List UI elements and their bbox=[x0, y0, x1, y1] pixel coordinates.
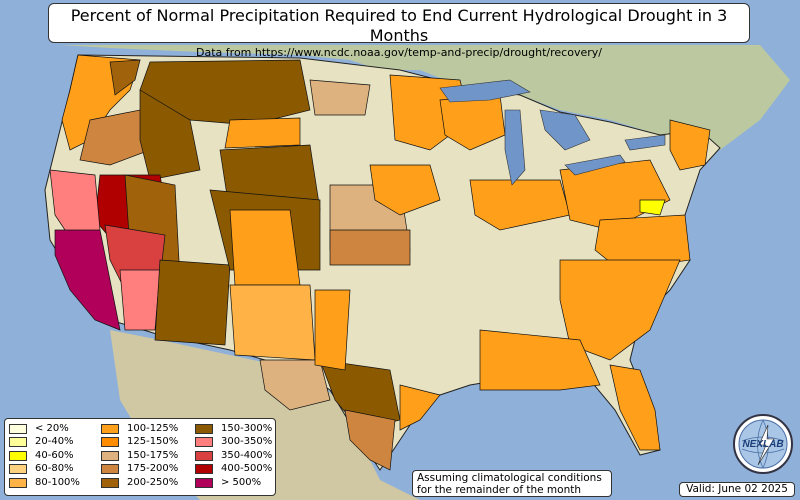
region-wa-east bbox=[109, 59, 141, 96]
lake-ontario bbox=[624, 134, 666, 151]
region-arizona bbox=[154, 259, 231, 346]
legend-item: > 500% bbox=[195, 476, 275, 490]
legend-swatch bbox=[9, 464, 27, 475]
legend-swatch bbox=[101, 423, 119, 434]
logo-text: NEXLAB bbox=[742, 439, 783, 450]
valid-date: Valid: June 02 2025 bbox=[679, 482, 795, 497]
legend-item: 300-350% bbox=[195, 436, 275, 450]
region-ohio-valley bbox=[469, 179, 571, 231]
legend-label: 300-350% bbox=[221, 436, 273, 448]
region-florida bbox=[609, 364, 661, 451]
legend-label: 350-400% bbox=[221, 449, 273, 461]
legend-item: 80-100% bbox=[9, 476, 101, 490]
region-oregon-central bbox=[79, 109, 151, 166]
legend-item: 400-500% bbox=[195, 463, 275, 477]
legend-label: 20-40% bbox=[35, 436, 74, 448]
legend-label: 125-150% bbox=[127, 436, 179, 448]
legend-label: 200-250% bbox=[127, 476, 179, 488]
legend-swatch bbox=[101, 450, 119, 461]
region-nm-east bbox=[229, 209, 301, 286]
legend-swatch bbox=[9, 437, 27, 448]
legend-swatch bbox=[101, 477, 119, 488]
region-nm-south bbox=[229, 284, 316, 361]
lightning-globe-logo: NEXLAB bbox=[733, 414, 793, 474]
legend-item: 20-40% bbox=[9, 436, 101, 450]
region-tx-coast bbox=[399, 384, 441, 431]
region-md bbox=[639, 199, 666, 216]
map-title: Percent of Normal Precipitation Required… bbox=[70, 6, 728, 45]
region-gulf-coast bbox=[479, 329, 601, 391]
legend-item: 150-300% bbox=[195, 422, 275, 436]
region-tx-west bbox=[259, 359, 331, 411]
legend-item: 60-80% bbox=[9, 463, 101, 477]
legend-item: 40-60% bbox=[9, 449, 101, 463]
legend-label: 100-125% bbox=[127, 422, 179, 434]
region-tx-south bbox=[344, 409, 396, 471]
legend-item: 200-250% bbox=[101, 476, 195, 490]
legend-item: < 20% bbox=[9, 422, 101, 436]
legend-swatch bbox=[195, 450, 213, 461]
legend-swatch bbox=[195, 477, 213, 488]
title-box: Percent of Normal Precipitation Required… bbox=[48, 3, 750, 59]
climatology-note: Assuming climatological conditions for t… bbox=[412, 470, 612, 497]
region-sd bbox=[224, 117, 301, 149]
legend-swatch bbox=[101, 464, 119, 475]
legend-item: 125-150% bbox=[101, 436, 195, 450]
legend-swatch bbox=[9, 450, 27, 461]
region-new-england bbox=[669, 119, 711, 171]
region-nd bbox=[309, 79, 371, 116]
legend-item: 100-125% bbox=[101, 422, 195, 436]
lake-erie bbox=[564, 154, 626, 176]
note-line-2: for the remainder of the month bbox=[417, 484, 582, 496]
map-subtitle: Data from https://www.ncdc.noaa.gov/temp… bbox=[196, 46, 602, 59]
legend-swatch bbox=[195, 464, 213, 475]
region-az-inland bbox=[119, 269, 161, 331]
lake-huron bbox=[539, 109, 591, 151]
region-socal bbox=[54, 229, 121, 331]
note-line-1: Assuming climatological conditions bbox=[417, 472, 602, 484]
legend-label: 175-200% bbox=[127, 463, 179, 475]
drought-regions bbox=[49, 54, 711, 471]
region-ok-panhandle bbox=[314, 289, 351, 371]
legend-item: 350-400% bbox=[195, 449, 275, 463]
legend-label: 150-300% bbox=[221, 422, 273, 434]
legend: < 20% 20-40% 40-60% 60-80% 80-100% 100-125% 12… bbox=[4, 418, 276, 496]
legend-item: 175-200% bbox=[101, 463, 195, 477]
region-ks-east bbox=[329, 229, 411, 266]
legend-swatch bbox=[195, 423, 213, 434]
legend-label: < 20% bbox=[35, 422, 69, 434]
legend-item: 150-175% bbox=[101, 449, 195, 463]
legend-label: > 500% bbox=[221, 476, 262, 488]
legend-label: 40-60% bbox=[35, 449, 74, 461]
region-southeast bbox=[559, 259, 681, 361]
legend-swatch bbox=[101, 437, 119, 448]
legend-swatch bbox=[9, 477, 27, 488]
legend-label: 80-100% bbox=[35, 476, 80, 488]
region-idaho bbox=[139, 89, 201, 181]
lake-michigan bbox=[504, 109, 526, 186]
region-ne-ia bbox=[369, 164, 441, 216]
legend-swatch bbox=[9, 423, 27, 434]
great-lakes bbox=[439, 79, 666, 186]
canada-land bbox=[60, 45, 790, 150]
legend-label: 60-80% bbox=[35, 463, 74, 475]
logo-lightning bbox=[757, 424, 775, 466]
legend-label: 400-500% bbox=[221, 463, 273, 475]
lake-superior bbox=[439, 79, 531, 103]
legend-label: 150-175% bbox=[127, 449, 179, 461]
legend-swatch bbox=[195, 437, 213, 448]
